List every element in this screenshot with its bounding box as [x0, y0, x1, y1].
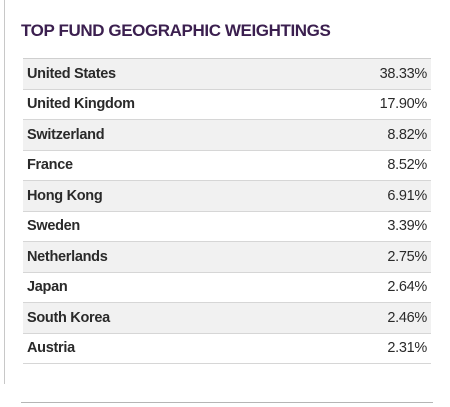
table-title: TOP FUND GEOGRAPHIC WEIGHTINGS [21, 21, 331, 40]
country-name: South Korea [27, 309, 110, 326]
weightings-table: United States 38.33% United Kingdom 17.9… [23, 58, 431, 364]
table-row: Japan 2.64% [23, 273, 431, 303]
table-row: South Korea 2.46% [23, 303, 431, 334]
table-row: Sweden 3.39% [23, 212, 431, 242]
country-name: Hong Kong [27, 187, 103, 204]
table-row: Netherlands 2.75% [23, 242, 431, 273]
country-name: Sweden [27, 218, 80, 235]
weighting-value: 2.46% [387, 309, 427, 326]
weighting-value: 2.75% [387, 248, 427, 265]
country-name: Austria [27, 340, 75, 357]
weighting-value: 8.82% [387, 126, 427, 143]
table-row: Austria 2.31% [23, 334, 431, 364]
table-row: France 8.52% [23, 151, 431, 181]
country-name: United States [27, 65, 116, 82]
weighting-value: 17.90% [379, 96, 428, 113]
weighting-value: 6.91% [387, 187, 427, 204]
weighting-value: 2.64% [387, 279, 427, 296]
table-row: Hong Kong 6.91% [23, 181, 431, 212]
country-name: United Kingdom [27, 96, 135, 113]
table-row: United States 38.33% [23, 59, 431, 90]
left-divider [4, 0, 5, 384]
country-name: Netherlands [27, 248, 108, 265]
table-row: Switzerland 8.82% [23, 120, 431, 151]
table-row: United Kingdom 17.90% [23, 90, 431, 120]
country-name: Switzerland [27, 126, 105, 143]
weighting-value: 3.39% [387, 218, 427, 235]
weighting-value: 8.52% [387, 157, 427, 174]
weighting-value: 2.31% [387, 340, 427, 357]
bottom-divider [21, 402, 433, 403]
country-name: Japan [27, 279, 68, 296]
country-name: France [27, 157, 73, 174]
weighting-value: 38.33% [379, 65, 428, 82]
